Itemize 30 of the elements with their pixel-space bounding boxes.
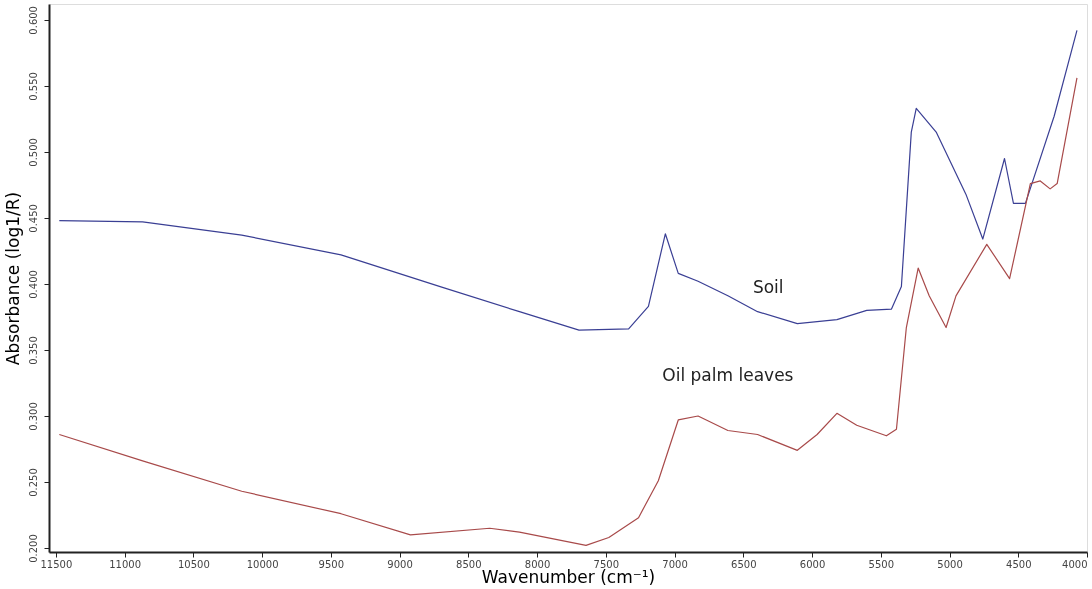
x-tick-label: 4000 bbox=[1062, 558, 1088, 570]
y-axis-title: Absorbance (log1/R) bbox=[2, 191, 23, 366]
x-tick-label: 6500 bbox=[731, 558, 757, 570]
x-tick-label: 9500 bbox=[318, 558, 345, 570]
x-tick-label: 7000 bbox=[662, 558, 688, 570]
x-tick-label: 8000 bbox=[524, 558, 551, 570]
y-tick-label: 0.400 bbox=[27, 270, 39, 299]
x-tick-label: 11500 bbox=[40, 558, 73, 570]
x-tick-label: 4500 bbox=[1006, 558, 1032, 570]
x-tick-label: 10000 bbox=[246, 558, 279, 570]
y-tick-label: 0.300 bbox=[27, 402, 39, 431]
x-tick-label: 10500 bbox=[177, 558, 210, 570]
y-tick-label: 0.450 bbox=[27, 204, 39, 233]
x-tick-label: 5000 bbox=[937, 558, 963, 570]
y-tick-label: 0.250 bbox=[27, 468, 39, 497]
x-tick-label: 8500 bbox=[456, 558, 482, 570]
y-tick-label: 0.500 bbox=[27, 138, 39, 167]
y-tick-label: 0.200 bbox=[27, 534, 39, 563]
x-tick-label: 11000 bbox=[109, 558, 142, 570]
series-label: Soil bbox=[752, 276, 784, 297]
text: Oil palm leaves bbox=[662, 364, 794, 385]
y-tick-label: 0.550 bbox=[27, 72, 39, 101]
line-series bbox=[58, 29, 1078, 331]
x-tick-label: 5500 bbox=[868, 558, 894, 570]
x-tick-label: 6000 bbox=[799, 558, 826, 570]
line-series bbox=[58, 77, 1078, 546]
x-tick-label: 9000 bbox=[387, 558, 413, 570]
y-tick-label: 0.350 bbox=[27, 336, 39, 365]
x-tick-label: 7500 bbox=[593, 558, 620, 570]
y-tick-label: 0.600 bbox=[27, 6, 39, 35]
